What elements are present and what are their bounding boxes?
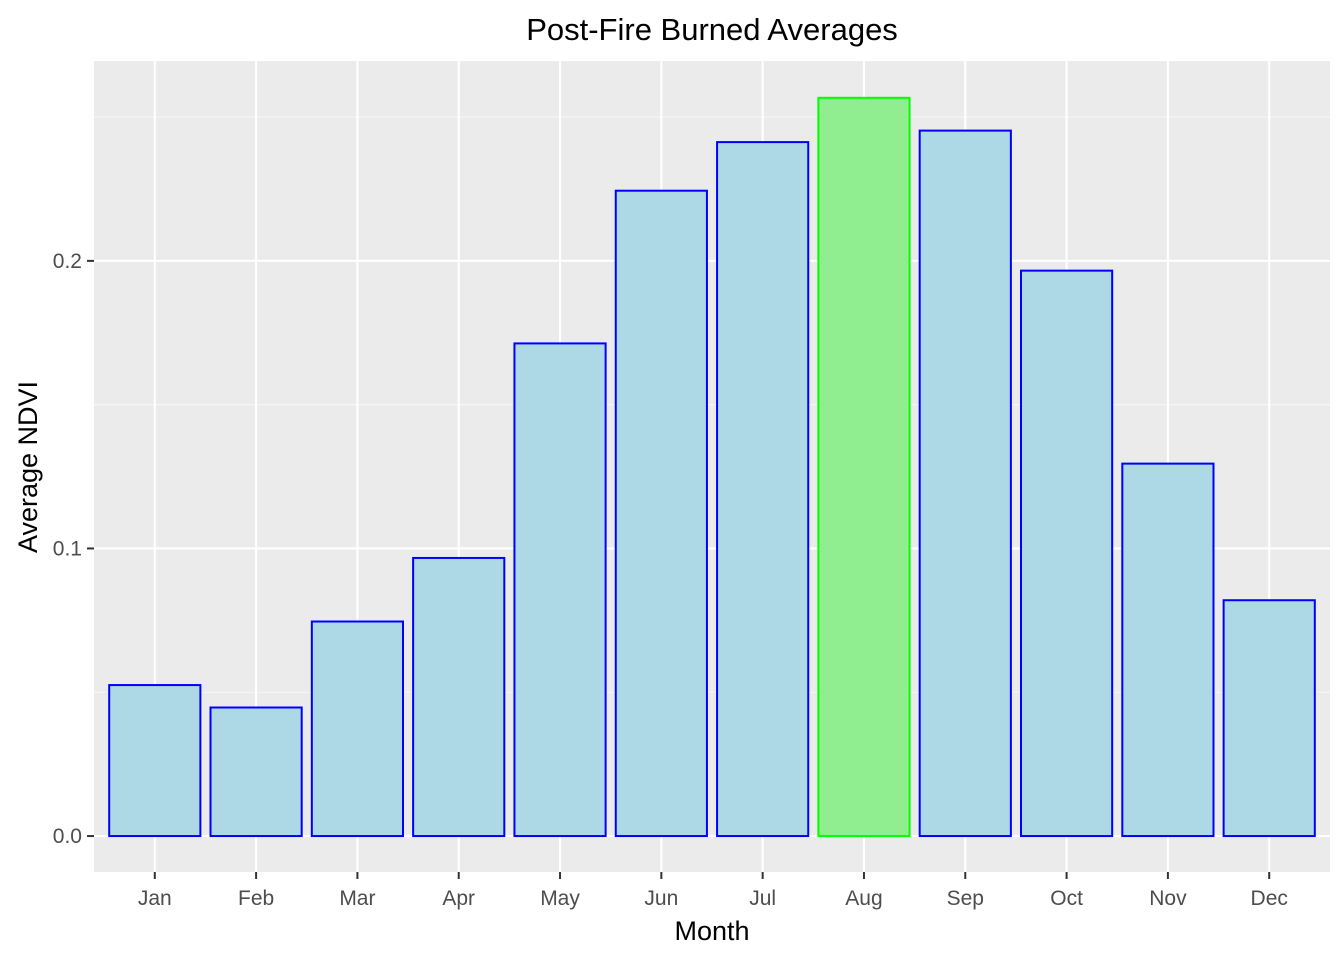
bar-sep: [918, 129, 1012, 838]
bar-mar: [310, 620, 404, 838]
x-tick-label-apr: Apr: [442, 887, 475, 910]
bar-jun: [614, 189, 708, 838]
x-tick-label-mar: Mar: [339, 887, 375, 910]
bar-aug: [817, 96, 911, 838]
bar-jan: [108, 684, 202, 838]
bar-feb: [209, 706, 303, 838]
y-tick-label: 0.1: [53, 537, 82, 560]
bar-jul: [716, 141, 810, 838]
x-tick-label-nov: Nov: [1149, 887, 1187, 910]
bars-group: [108, 96, 1316, 838]
x-tick-label-jul: Jul: [749, 887, 776, 910]
x-tick-label-oct: Oct: [1050, 887, 1083, 910]
y-axis-title: Average NDVI: [13, 381, 43, 553]
bar-may: [513, 342, 607, 838]
x-axis-title: Month: [674, 916, 749, 946]
bar-apr: [412, 556, 506, 838]
x-tick-label-sep: Sep: [947, 887, 984, 910]
axes-group: 0.0 0.1 0.2 Jan Feb Mar Apr May Jun Jul Aug Sep Oct N…: [53, 250, 1288, 910]
x-tick-label-jan: Jan: [138, 887, 172, 910]
x-tick-label-dec: Dec: [1251, 887, 1288, 910]
chart-title: Post-Fire Burned Averages: [526, 12, 898, 47]
bar-dec: [1222, 599, 1316, 838]
y-tick-label: 0.2: [53, 250, 82, 273]
bar-oct: [1020, 269, 1114, 838]
bar-nov: [1121, 462, 1215, 838]
x-tick-label-feb: Feb: [238, 887, 274, 910]
y-tick-label: 0.0: [53, 825, 82, 848]
x-tick-label-jun: Jun: [644, 887, 678, 910]
x-tick-label-may: May: [540, 887, 580, 910]
x-tick-label-aug: Aug: [845, 887, 882, 910]
